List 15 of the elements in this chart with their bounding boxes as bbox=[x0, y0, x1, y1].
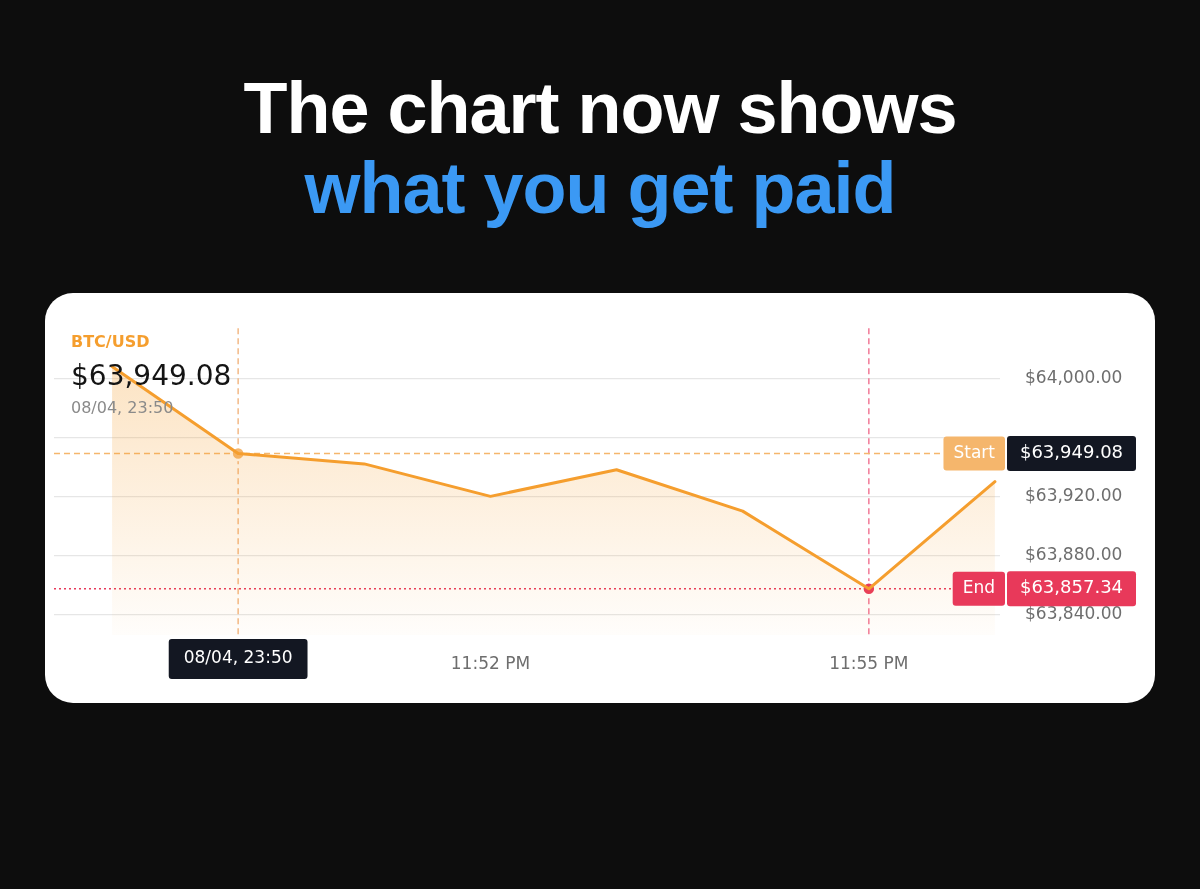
text: $63,857.34 bbox=[1019, 576, 1124, 598]
x-tick-label: 11:52 PM bbox=[450, 652, 531, 673]
text: $63,949.08 bbox=[1019, 441, 1124, 463]
y-tick-label: $63,920.00 bbox=[1025, 484, 1123, 505]
ref-line-label: Start bbox=[953, 441, 996, 462]
chart-title: The chart now shows bbox=[242, 68, 958, 148]
y-tick-label: $63,880.00 bbox=[1025, 543, 1123, 564]
y-tick-label: $64,000.00 bbox=[1025, 366, 1123, 387]
chart-subtitle: what you get paid bbox=[303, 148, 897, 228]
y-tick-label: $63,840.00 bbox=[1025, 602, 1123, 623]
series-label: BTC/USD bbox=[71, 332, 150, 352]
text: 08/04, 23:50 bbox=[183, 647, 293, 668]
ref-line-label: End bbox=[962, 577, 995, 598]
annotation: 08/04, 23:50 bbox=[71, 398, 174, 418]
x-tick-label: 11:55 PM bbox=[829, 652, 909, 673]
